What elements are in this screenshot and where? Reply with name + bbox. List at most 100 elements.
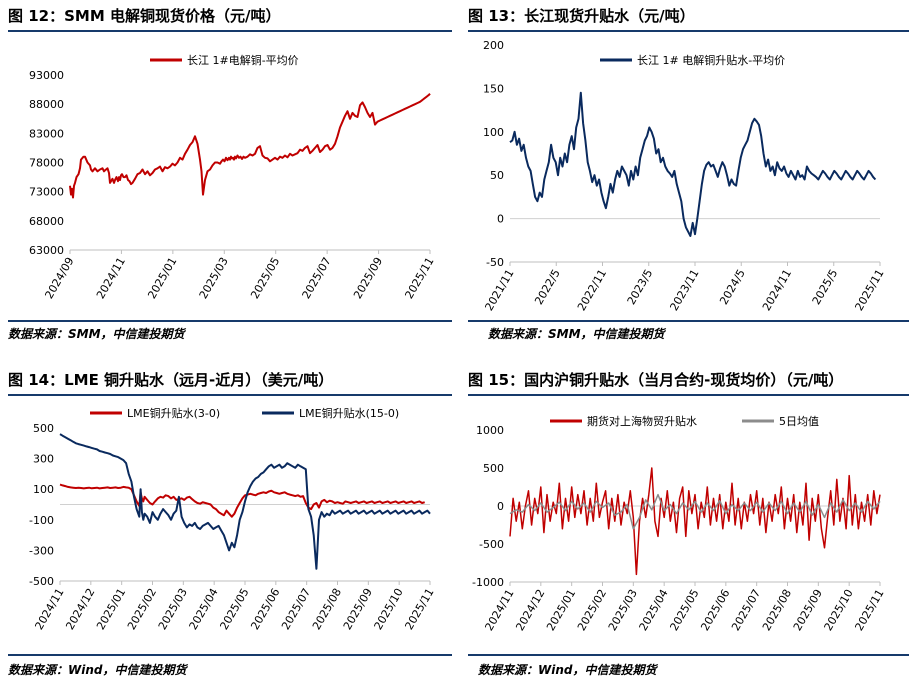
- y-tick-label: 1000: [476, 424, 504, 437]
- chart-title: 图 15：国内沪铜升贴水（当月合约-现货均价）（元/吨）: [468, 371, 844, 389]
- y-tick-label: 63000: [29, 244, 64, 257]
- series-line: [59, 433, 431, 570]
- y-tick-label: 50: [490, 169, 504, 182]
- series-line: [59, 483, 425, 518]
- y-tick-label: 150: [483, 82, 504, 95]
- x-tick-label: 2025/5: [810, 267, 841, 307]
- x-tick-label: 2025/03: [197, 255, 231, 301]
- chart-plot-smm-copper-price: 930008800083000780007300068000630002024/…: [29, 53, 437, 301]
- source-note: 数据来源：SMM，中信建投期货: [8, 327, 185, 341]
- title-divider: [8, 394, 452, 396]
- y-tick-label: 93000: [29, 69, 64, 82]
- chart-plot-shfe-premium: 10005000-500-10002024/112024/122025/0120…: [472, 414, 887, 633]
- y-tick-label: -300: [29, 544, 54, 557]
- y-tick-label: 500: [33, 422, 54, 435]
- y-tick-label: 100: [483, 126, 504, 139]
- x-tick-label: 2025/06: [698, 587, 732, 633]
- x-tick-label: 2024/11: [482, 587, 516, 633]
- x-tick-label: 2024/11: [32, 586, 66, 632]
- x-tick-label: 2025/07: [729, 587, 763, 633]
- chart-title: 图 12：SMM 电解铜现货价格（元/吨）: [8, 7, 281, 25]
- x-tick-label: 2025/06: [248, 586, 282, 632]
- y-tick-label: -1000: [472, 576, 504, 589]
- y-tick-label: 88000: [29, 98, 64, 111]
- x-tick-label: 2025/03: [606, 587, 640, 633]
- x-tick-label: 2024/5: [717, 267, 748, 307]
- y-tick-label: 73000: [29, 186, 64, 199]
- series-line: [509, 467, 881, 576]
- y-tick-label: -50: [486, 256, 504, 269]
- source-note: 数据来源：Wind，中信建投期货: [478, 663, 657, 677]
- x-tick-label: 2025/07: [300, 255, 334, 301]
- x-tick-label: 2025/04: [637, 587, 671, 633]
- chart-plot-lme-spread: 500300100-100-300-5002024/112024/122025/…: [29, 406, 437, 632]
- chart-panel-smm-copper-price: 图 12：SMM 电解铜现货价格（元/吨） 93000 88000 83000 780…: [0, 0, 460, 344]
- y-tick-label: 0: [497, 213, 504, 226]
- x-tick-label: 2024/12: [63, 586, 97, 632]
- y-tick-label: -500: [479, 538, 504, 551]
- legend-label: LME铜升贴水(15-0): [299, 406, 399, 420]
- source-divider: [468, 654, 909, 656]
- x-tick-label: 2025/11: [402, 586, 436, 632]
- chart-panel-changjiang-premium: 图 13：长江现货升贴水（元/吨） 200 150 100 50 0 -50 2021/11…: [460, 0, 917, 344]
- y-tick-label: 83000: [29, 127, 64, 140]
- y-tick-label: 300: [33, 453, 54, 466]
- x-tick-label: 2023/5: [625, 267, 656, 307]
- x-tick-label: 2025/01: [544, 587, 578, 633]
- y-tick-label: -100: [29, 514, 54, 527]
- source-divider: [8, 320, 452, 322]
- source-note: 数据来源：SMM，中信建投期货: [488, 327, 665, 341]
- x-tick-label: 2025/09: [351, 255, 385, 301]
- x-tick-label: 2025/11: [852, 267, 886, 313]
- x-tick-label: 2025/03: [156, 586, 190, 632]
- y-tick-label: 78000: [29, 157, 64, 170]
- x-tick-label: 2025/11: [402, 255, 436, 301]
- y-tick-label: 500: [483, 462, 504, 475]
- title-divider: [8, 30, 452, 32]
- x-tick-label: 2022/11: [575, 267, 609, 313]
- x-tick-label: 2025/11: [852, 587, 886, 633]
- x-tick-label: 2025/09: [341, 586, 375, 632]
- source-divider: [8, 654, 452, 656]
- source-note: 数据来源：Wind，中信建投期货: [8, 663, 187, 677]
- x-tick-label: 2025/04: [187, 586, 221, 632]
- x-tick-label: 2025/09: [791, 587, 825, 633]
- chart-title: 图 14：LME 铜升贴水（远月-近月）（美元/吨）: [8, 371, 334, 389]
- x-tick-label: 2025/01: [145, 255, 179, 301]
- x-tick-label: 2025/05: [217, 586, 251, 632]
- y-tick-label: 0: [497, 500, 504, 513]
- x-tick-label: 2025/01: [94, 586, 128, 632]
- y-tick-label: -500: [29, 575, 54, 588]
- x-tick-label: 2025/08: [310, 586, 344, 632]
- x-tick-label: 2024/09: [42, 255, 76, 301]
- x-tick-label: 2025/07: [279, 586, 313, 632]
- x-tick-label: 2025/02: [575, 587, 609, 633]
- legend-label: 长江 1#电解铜-平均价: [187, 53, 299, 67]
- x-tick-label: 2024/11: [760, 267, 794, 313]
- x-tick-label: 2025/08: [760, 587, 794, 633]
- title-divider: [468, 30, 909, 32]
- series-line: [69, 93, 431, 199]
- series-line: [509, 91, 877, 237]
- x-tick-label: 2025/05: [667, 587, 701, 633]
- x-tick-label: 2025/10: [822, 587, 856, 633]
- chart-panel-shfe-premium: 图 15：国内沪铜升贴水（当月合约-现货均价）（元/吨） 1000 500 0 -50…: [460, 344, 917, 689]
- legend-label: 期货对上海物贸升贴水: [587, 414, 697, 428]
- chart-title: 图 13：长江现货升贴水（元/吨）: [468, 7, 695, 25]
- x-tick-label: 2022/5: [532, 267, 563, 307]
- x-tick-label: 2025/10: [372, 586, 406, 632]
- x-tick-label: 2025/02: [125, 586, 159, 632]
- x-tick-label: 2024/12: [513, 587, 547, 633]
- x-tick-label: 2023/11: [667, 267, 701, 313]
- y-tick-label: 200: [483, 39, 504, 52]
- title-divider: [468, 394, 909, 396]
- source-divider: [468, 320, 909, 322]
- x-tick-label: 2024/11: [94, 255, 128, 301]
- legend-label: LME铜升贴水(3-0): [127, 406, 220, 420]
- x-tick-label: 2025/05: [248, 255, 282, 301]
- y-tick-label: 68000: [29, 215, 64, 228]
- y-tick-label: 100: [33, 483, 54, 496]
- series-line: [509, 493, 881, 530]
- legend-label: 长江 1# 电解铜升贴水-平均价: [637, 53, 785, 67]
